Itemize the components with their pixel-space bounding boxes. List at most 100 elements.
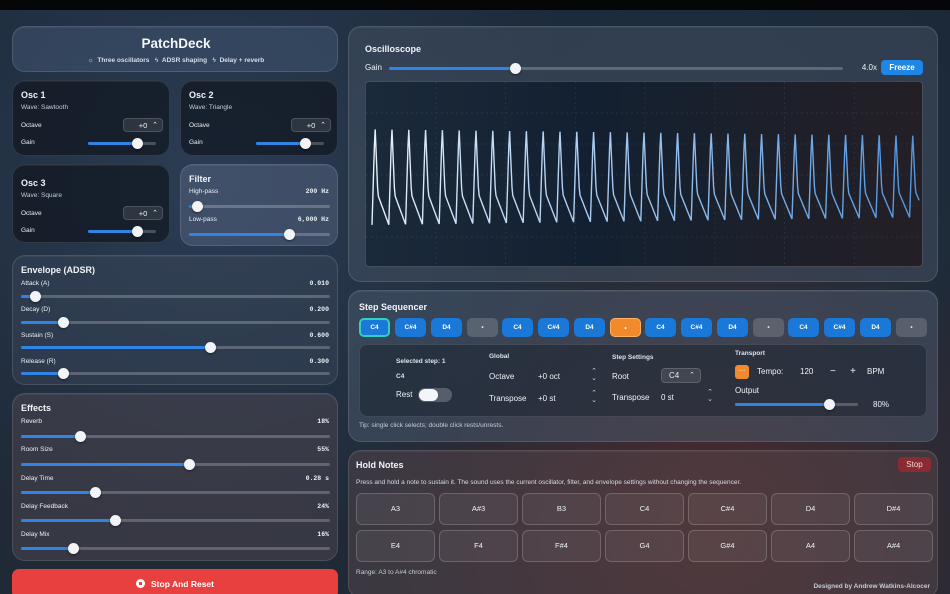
freeze-button[interactable]: Freeze bbox=[881, 60, 923, 75]
sequencer-panel bbox=[348, 290, 938, 442]
osc3-octave-stepper[interactable]: +0 ⌃ bbox=[123, 206, 163, 220]
note-key-b3[interactable]: B3 bbox=[522, 493, 601, 525]
global-octave-value: +0 oct bbox=[538, 372, 561, 381]
step-button-5[interactable]: C4 bbox=[502, 318, 533, 337]
osc2-wave: Wave: Triangle bbox=[189, 104, 233, 111]
step-transpose-updown-icon[interactable]: ⌃ ⌄ bbox=[707, 389, 713, 403]
slider-knob[interactable] bbox=[824, 399, 835, 410]
mix-slider[interactable] bbox=[21, 543, 330, 554]
osc1-gain-slider[interactable] bbox=[88, 138, 156, 149]
hold-stop-button[interactable]: Stop bbox=[898, 457, 931, 472]
feedback-value: 24% bbox=[317, 503, 329, 510]
mix-label: Delay Mix bbox=[21, 531, 50, 538]
step-button-8[interactable]: • bbox=[610, 318, 641, 337]
step-button-12[interactable]: • bbox=[753, 318, 784, 337]
note-key-dsharp4[interactable]: D#4 bbox=[854, 493, 933, 525]
slider-knob[interactable] bbox=[132, 226, 143, 237]
output-slider[interactable] bbox=[735, 399, 858, 410]
osc1-panel: Osc 1 Wave: Sawtooth Octave +0 ⌃ Gain bbox=[12, 80, 170, 156]
scope-gain-label: Gain bbox=[365, 63, 382, 72]
sequencer-tip: Tip: single click selects; double click … bbox=[359, 422, 504, 429]
slider-knob[interactable] bbox=[58, 368, 69, 379]
osc3-panel: Osc 3 Wave: Square Octave +0 ⌃ Gain bbox=[12, 164, 170, 243]
attack-label: Attack (A) bbox=[21, 280, 50, 287]
slider-fill bbox=[88, 230, 138, 233]
note-key-e4[interactable]: E4 bbox=[356, 530, 435, 562]
note-key-fsharp4[interactable]: F#4 bbox=[522, 530, 601, 562]
roomsize-slider[interactable] bbox=[21, 459, 330, 470]
step-button-16[interactable]: • bbox=[896, 318, 927, 337]
slider-knob[interactable] bbox=[110, 515, 121, 526]
sustain-slider[interactable] bbox=[21, 342, 330, 353]
slider-knob[interactable] bbox=[75, 431, 86, 442]
note-key-f4[interactable]: F4 bbox=[439, 530, 518, 562]
osc3-gain-slider[interactable] bbox=[88, 226, 156, 237]
bolt-icon: ϟ bbox=[212, 57, 216, 64]
output-label: Output bbox=[735, 386, 760, 395]
slider-knob[interactable] bbox=[284, 229, 295, 240]
step-button-7[interactable]: D4 bbox=[574, 318, 605, 337]
feedback-label: Delay Feedback bbox=[21, 503, 68, 510]
step-button-4[interactable]: • bbox=[467, 318, 498, 337]
play-button[interactable]: … bbox=[735, 365, 749, 379]
slider-knob[interactable] bbox=[510, 63, 521, 74]
roomsize-value: 55% bbox=[317, 446, 329, 453]
slider-knob[interactable] bbox=[300, 138, 311, 149]
tempo-plus-button[interactable]: + bbox=[850, 366, 856, 377]
osc3-octave-value: +0 bbox=[138, 209, 148, 218]
slider-knob[interactable] bbox=[68, 543, 79, 554]
slider-knob[interactable] bbox=[90, 487, 101, 498]
step-button-13[interactable]: C4 bbox=[788, 318, 819, 337]
note-key-a3[interactable]: A3 bbox=[356, 493, 435, 525]
slider-knob[interactable] bbox=[30, 291, 41, 302]
effects-panel: Effects Reverb 18% Room Size 55% Delay T… bbox=[12, 393, 338, 561]
rest-toggle[interactable] bbox=[418, 388, 452, 402]
step-button-14[interactable]: C#4 bbox=[824, 318, 855, 337]
reverb-slider[interactable] bbox=[21, 431, 330, 442]
slider-knob[interactable] bbox=[132, 138, 143, 149]
slider-fill bbox=[21, 519, 116, 522]
scope-gain-slider[interactable] bbox=[389, 63, 843, 74]
attack-slider[interactable] bbox=[21, 291, 330, 302]
step-button-3[interactable]: D4 bbox=[431, 318, 462, 337]
step-button-15[interactable]: D4 bbox=[860, 318, 891, 337]
root-select[interactable]: C4 ⌃ bbox=[661, 368, 701, 383]
slider-knob[interactable] bbox=[184, 459, 195, 470]
step-transpose-label: Transpose bbox=[612, 393, 650, 402]
slider-knob[interactable] bbox=[192, 201, 203, 212]
highpass-slider[interactable] bbox=[189, 201, 330, 212]
octave-updown-icon[interactable]: ⌃ ⌄ bbox=[591, 368, 597, 382]
note-key-c4[interactable]: C4 bbox=[605, 493, 684, 525]
step-button-9[interactable]: C4 bbox=[645, 318, 676, 337]
note-key-csharp4[interactable]: C#4 bbox=[688, 493, 767, 525]
stop-and-reset-button[interactable]: Stop And Reset bbox=[12, 569, 338, 594]
delaytime-slider[interactable] bbox=[21, 487, 330, 498]
step-button-1[interactable]: C4 bbox=[359, 318, 390, 337]
note-key-g4[interactable]: G4 bbox=[605, 530, 684, 562]
step-button-2[interactable]: C#4 bbox=[395, 318, 426, 337]
slider-knob[interactable] bbox=[58, 317, 69, 328]
slider-knob[interactable] bbox=[205, 342, 216, 353]
step-button-11[interactable]: D4 bbox=[717, 318, 748, 337]
osc2-octave-stepper[interactable]: +0 ⌃ bbox=[291, 118, 331, 132]
delaytime-value: 0.28 s bbox=[305, 475, 329, 482]
note-key-asharp4[interactable]: A#4 bbox=[854, 530, 933, 562]
decay-slider[interactable] bbox=[21, 317, 330, 328]
release-slider[interactable] bbox=[21, 368, 330, 379]
note-key-a4[interactable]: A4 bbox=[771, 530, 850, 562]
note-key-d4[interactable]: D4 bbox=[771, 493, 850, 525]
lowpass-slider[interactable] bbox=[189, 229, 330, 240]
osc2-gain-slider[interactable] bbox=[256, 138, 324, 149]
osc2-panel: Osc 2 Wave: Triangle Octave +0 ⌃ Gain bbox=[180, 80, 338, 156]
updown-chevron-icon: ⌃ bbox=[689, 372, 695, 379]
note-key-asharp3[interactable]: A#3 bbox=[439, 493, 518, 525]
feedback-slider[interactable] bbox=[21, 515, 330, 526]
step-button-6[interactable]: C#4 bbox=[538, 318, 569, 337]
global-transpose-value: +0 st bbox=[538, 394, 556, 403]
step-button-10[interactable]: C#4 bbox=[681, 318, 712, 337]
mix-value: 16% bbox=[317, 531, 329, 538]
osc1-octave-stepper[interactable]: +0 ⌃ bbox=[123, 118, 163, 132]
note-key-gsharp4[interactable]: G#4 bbox=[688, 530, 767, 562]
transpose-updown-icon[interactable]: ⌃ ⌄ bbox=[591, 390, 597, 404]
tempo-minus-button[interactable]: − bbox=[830, 366, 836, 377]
